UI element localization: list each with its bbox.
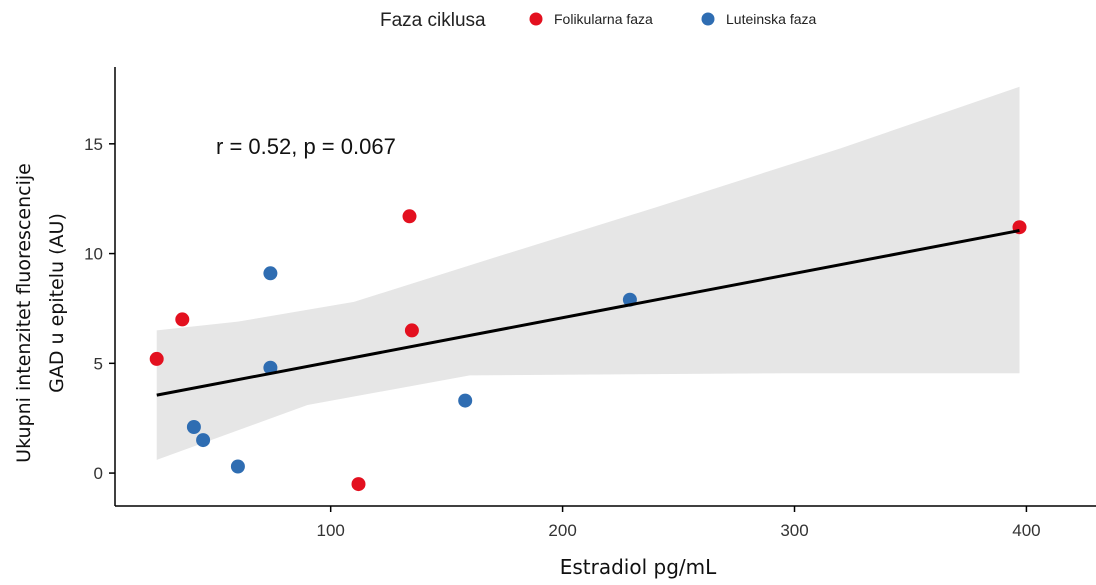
- x-tick-label-300: 300: [780, 521, 808, 540]
- x-tick-label-400: 400: [1012, 521, 1040, 540]
- legend-title: Faza ciklusa: [380, 10, 486, 31]
- y-tick-label-5: 5: [94, 354, 103, 373]
- y-tick-label-15: 15: [84, 135, 103, 154]
- legend-marker-luteinska: [701, 12, 715, 26]
- point-luteinska-1: [196, 433, 211, 448]
- y-axis-ticks: 0 5 10 15: [84, 135, 115, 483]
- legend-label-luteinska: Luteinska faza: [726, 11, 816, 27]
- point-luteinska-2: [230, 459, 245, 474]
- point-folikularna-2: [351, 477, 366, 492]
- legend-label-folikularna: Folikularna faza: [554, 11, 653, 27]
- correlation-annotation: r = 0.52, p = 0.067: [216, 134, 396, 159]
- regression-line: [156, 229, 1020, 397]
- point-folikularna-4: [404, 323, 419, 338]
- y-axis-title-line-1: Ukupni intenzitet fluorescencije: [13, 163, 35, 463]
- y-tick-label-0: 0: [94, 464, 103, 483]
- point-folikularna-0: [149, 351, 164, 366]
- point-luteinska-5: [458, 393, 473, 408]
- point-folikularna-3: [402, 209, 417, 224]
- legend: Faza ciklusa Folikularna faza Luteinska …: [380, 10, 816, 31]
- x-axis-ticks: 100 200 300 400: [316, 506, 1041, 540]
- confidence-band: [156, 86, 1020, 460]
- point-luteinska-0: [186, 420, 201, 434]
- point-folikularna-1: [175, 312, 190, 327]
- point-luteinska-4: [263, 360, 278, 375]
- x-tick-label-200: 200: [548, 521, 576, 540]
- y-axis-title-line-2: GAD u epitelu (AU): [46, 213, 68, 393]
- legend-marker-folikularna: [529, 12, 543, 26]
- x-tick-label-100: 100: [316, 521, 344, 540]
- x-axis-title: Estradiol pg/mL: [560, 555, 717, 579]
- y-tick-label-10: 10: [84, 245, 103, 264]
- point-luteinska-3: [263, 266, 278, 281]
